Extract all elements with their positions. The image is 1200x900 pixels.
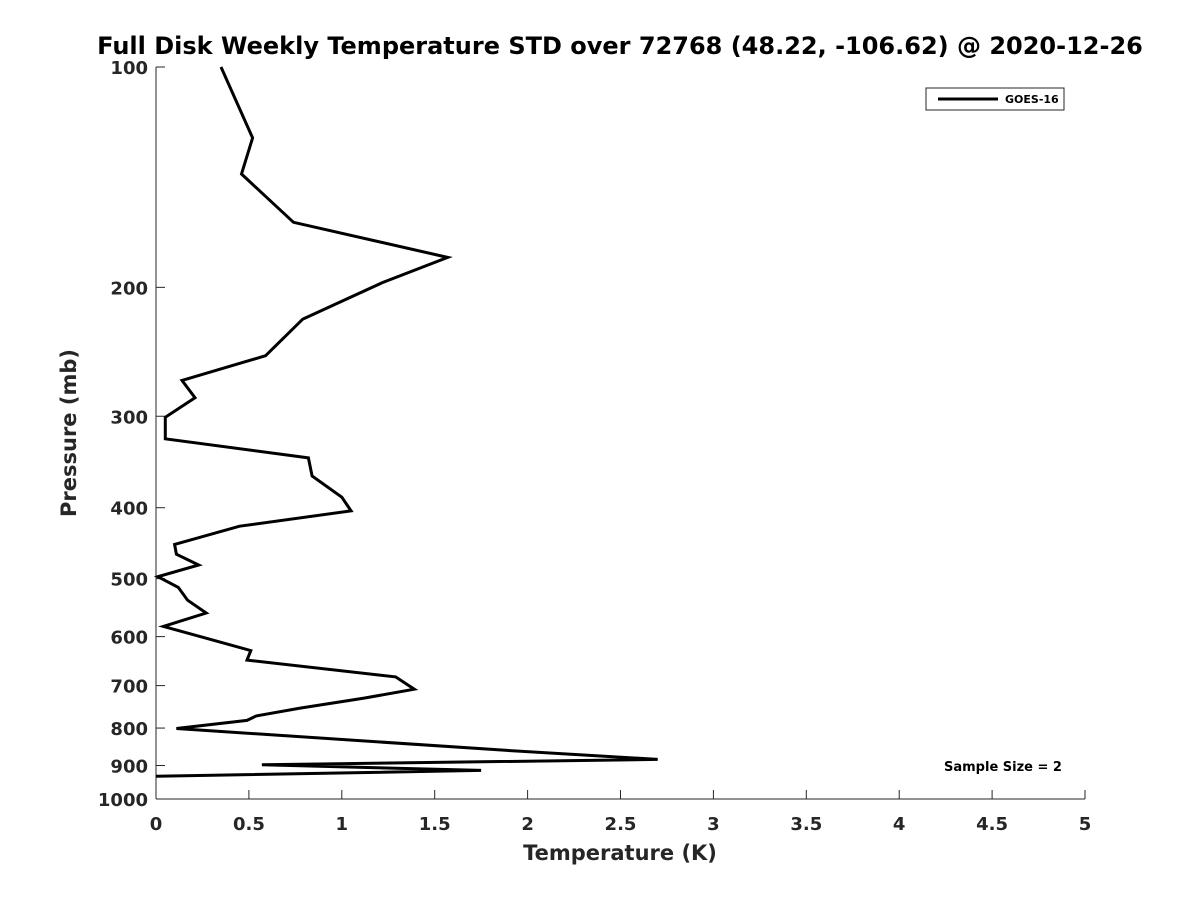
y-tick-label: 1000: [98, 790, 148, 811]
y-tick-label: 100: [110, 58, 148, 79]
x-tick-label: 1: [336, 814, 349, 835]
sample-size-annotation: Sample Size = 2: [944, 760, 1062, 775]
y-tick-label: 900: [110, 757, 148, 778]
y-tick-label: 400: [110, 499, 148, 520]
axes-background: [156, 67, 1085, 799]
x-tick-label: 3.5: [790, 814, 822, 835]
chart-title: Full Disk Weekly Temperature STD over 72…: [97, 32, 1143, 60]
y-axis-label: Pressure (mb): [57, 349, 81, 517]
y-tick-label: 500: [110, 570, 148, 591]
x-tick-label: 4.5: [976, 814, 1008, 835]
y-tick-label: 700: [110, 677, 148, 698]
x-tick-label: 3: [707, 814, 720, 835]
x-tick-label: 0.5: [233, 814, 265, 835]
x-tick-label: 5: [1079, 814, 1092, 835]
x-tick-label: 1.5: [419, 814, 451, 835]
series-line-goes-16: [153, 66, 658, 778]
y-tick-label: 200: [110, 278, 148, 299]
legend: GOES-16: [925, 87, 1065, 111]
y-tick-label: 800: [110, 719, 148, 740]
x-tick-label: 2.5: [605, 814, 637, 835]
series-layer: [153, 66, 658, 778]
x-tick-label: 0: [150, 814, 163, 835]
y-axis-ticks: 100 200 300 400 500 600 700 800 900 1000: [98, 58, 165, 811]
y-tick-label: 300: [110, 407, 148, 428]
x-axis-label: Temperature (K): [523, 841, 717, 865]
x-tick-label: 2: [521, 814, 534, 835]
y-tick-label: 600: [110, 628, 148, 649]
legend-label-goes-16: GOES-16: [1005, 93, 1059, 106]
x-axis-ticks: 0 0.5 1 1.5 2 2.5 3 3.5 4 4.5 5: [150, 790, 1092, 835]
plot-area: [155, 67, 1085, 800]
x-tick-label: 4: [893, 814, 906, 835]
